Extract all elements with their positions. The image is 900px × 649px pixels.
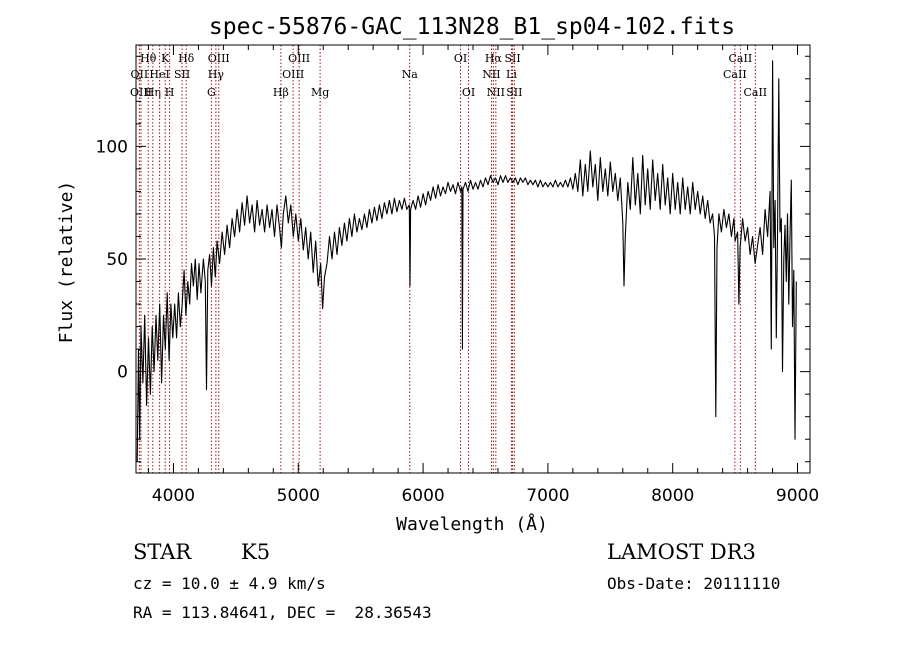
- line-label: OIII: [130, 86, 152, 99]
- plot-frame: [135, 44, 811, 474]
- line-label: G: [207, 86, 216, 99]
- line-label: SII: [504, 52, 520, 65]
- redshift-readout: cz = 10.0 ± 4.9 km/s: [133, 574, 326, 593]
- line-label: CaII: [723, 68, 747, 81]
- line-label: Hγ: [208, 68, 225, 81]
- obs-date: Obs-Date: 20111110: [607, 574, 781, 593]
- x-tick-label: 9000: [776, 486, 819, 506]
- survey-name: LAMOST DR3: [607, 540, 756, 564]
- line-label: Hη: [145, 86, 161, 99]
- line-label: OI: [454, 52, 467, 65]
- line-label: Mg: [311, 86, 329, 99]
- x-tick-label: 5000: [277, 486, 320, 506]
- x-tick-label: 7000: [526, 486, 569, 506]
- line-label: SII: [506, 86, 522, 99]
- y-tick-label: 100: [96, 137, 128, 157]
- line-label: Hβ: [273, 86, 289, 99]
- line-label: H: [165, 86, 175, 99]
- x-tick-label: 4000: [152, 486, 195, 506]
- spectrum-layer: [136, 60, 797, 462]
- y-axis-label: Flux (relative): [56, 181, 77, 344]
- line-label: NII: [482, 68, 500, 81]
- line-label: SII: [174, 68, 190, 81]
- line-label: OI: [462, 86, 475, 99]
- line-label: K: [161, 52, 170, 65]
- line-label: OIII: [288, 52, 310, 65]
- line-label: Na: [402, 68, 419, 81]
- line-label: Hθ: [140, 52, 157, 65]
- x-axis-label: Wavelength (Å): [396, 513, 548, 535]
- axes: 4000 5000 6000 7000 8000 9000 0 50 100: [96, 45, 819, 506]
- line-label: Hδ: [178, 52, 195, 65]
- line-label: Li: [506, 68, 517, 81]
- chart-title: spec-55876-GAC_113N28_B1_sp04-102.fits: [209, 14, 735, 40]
- line-label: CaII: [743, 86, 767, 99]
- line-label: OIII: [282, 68, 304, 81]
- y-tick-label: 0: [117, 363, 128, 383]
- object-subclass: K5: [241, 540, 271, 564]
- line-label: HeI: [149, 68, 169, 81]
- x-tick-label: 6000: [401, 486, 444, 506]
- spectrum-line: [136, 60, 797, 462]
- line-label: NII: [487, 86, 505, 99]
- y-tick-label: 50: [106, 250, 128, 270]
- object-class: STAR: [133, 540, 192, 564]
- coordinates-readout: RA = 113.84641, DEC = 28.36543: [133, 603, 432, 622]
- line-label: Hα: [485, 52, 503, 65]
- line-label: OIII: [208, 52, 230, 65]
- line-label: CaII: [729, 52, 753, 65]
- line-label: OII: [131, 68, 149, 81]
- x-tick-label: 8000: [651, 486, 694, 506]
